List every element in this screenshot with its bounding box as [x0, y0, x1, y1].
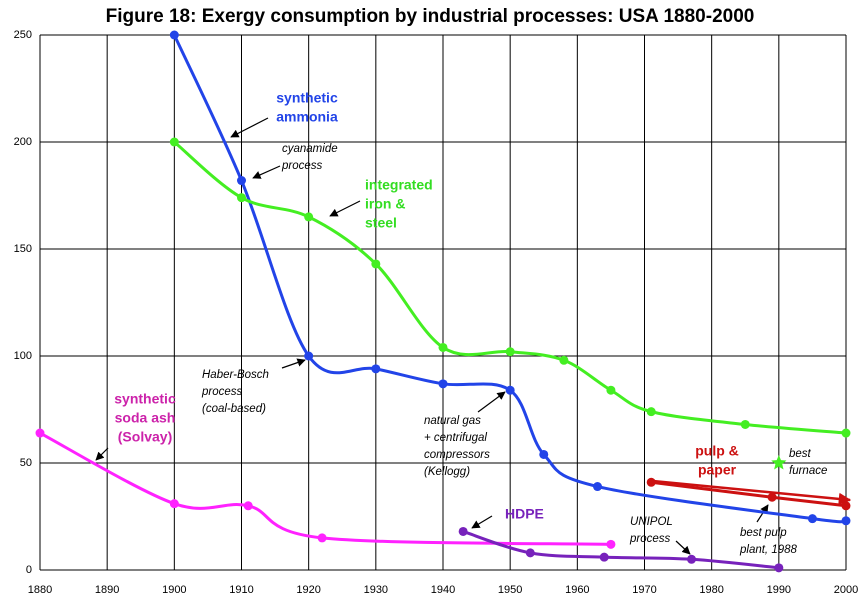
arrow — [230, 117, 269, 138]
annotation: best — [789, 448, 812, 460]
annotation-arrows — [95, 117, 852, 555]
annotation: natural gas — [424, 415, 481, 427]
annotation: HDPE — [505, 506, 544, 522]
annotation: soda ash — [115, 410, 176, 426]
x-tick-label: 1930 — [364, 584, 388, 596]
point — [458, 526, 468, 536]
point — [169, 137, 179, 147]
x-tick-label: 1900 — [162, 584, 186, 596]
x-tick-label: 1960 — [565, 584, 589, 596]
point — [304, 351, 314, 361]
arrow — [281, 358, 306, 369]
star-marker — [771, 455, 787, 470]
point — [35, 428, 45, 438]
chart-title: Figure 18: Exergy consumption by industr… — [106, 6, 755, 27]
point — [438, 379, 448, 389]
point — [841, 516, 851, 526]
series-line — [173, 140, 847, 435]
x-tick-label: 1940 — [431, 584, 455, 596]
point — [237, 176, 246, 186]
point — [237, 193, 246, 203]
point — [774, 563, 784, 573]
trend-arrow — [652, 479, 852, 506]
annotation: pulp & — [695, 443, 739, 459]
x-tick-label: 1880 — [28, 584, 52, 596]
arrow — [471, 515, 493, 529]
arrow — [95, 447, 109, 461]
arrow — [675, 540, 691, 555]
annotation: best pulp — [740, 527, 787, 539]
point — [767, 492, 777, 502]
point — [169, 499, 179, 509]
annotation: plant, 1988 — [739, 544, 798, 556]
annotation: synthetic — [276, 90, 338, 106]
x-tick-label: 1980 — [699, 584, 723, 596]
grid — [39, 34, 847, 571]
point — [646, 407, 656, 417]
point — [438, 342, 448, 352]
point — [505, 385, 515, 395]
annotation: process — [201, 386, 243, 398]
annotation: cyanamide — [282, 143, 338, 155]
point — [592, 482, 602, 492]
point — [599, 552, 609, 562]
point — [841, 501, 851, 511]
point — [740, 419, 750, 429]
annotation: paper — [698, 462, 737, 478]
annotation: process — [629, 533, 671, 545]
point — [559, 355, 569, 365]
x-tick-label: 1990 — [767, 584, 791, 596]
point — [169, 30, 179, 40]
x-tick-label: 1950 — [498, 584, 522, 596]
point — [371, 364, 381, 374]
point — [841, 428, 851, 438]
series-line — [651, 480, 847, 508]
y-tick-label: 100 — [14, 350, 32, 362]
point — [606, 539, 616, 549]
series-line — [172, 34, 847, 524]
annotation: process — [281, 160, 323, 172]
annotation: furnace — [789, 465, 827, 477]
point — [243, 501, 253, 511]
x-tick-label: 1920 — [296, 584, 320, 596]
series-line — [39, 431, 611, 546]
arrow — [252, 165, 281, 179]
point — [317, 533, 327, 543]
point — [304, 212, 314, 222]
point — [539, 449, 549, 459]
y-tick-label: 250 — [14, 29, 32, 41]
x-tick-label: 1890 — [95, 584, 119, 596]
y-tick-label: 200 — [14, 136, 32, 148]
annotation: integrated — [365, 177, 433, 193]
x-tick-label: 1970 — [632, 584, 656, 596]
annotation: + centrifugal — [424, 432, 487, 444]
point — [505, 347, 515, 357]
annotation: iron & — [365, 196, 405, 212]
annotation: (coal-based) — [202, 403, 266, 415]
y-tick-label: 50 — [20, 457, 32, 469]
y-tick-label: 0 — [26, 564, 32, 576]
annotation: Haber-Bosch — [202, 369, 269, 381]
point — [525, 548, 535, 558]
x-tick-label: 2000 — [834, 584, 858, 596]
point — [371, 259, 381, 269]
arrow — [477, 391, 506, 413]
y-tick-label: 150 — [14, 243, 32, 255]
x-tick-label: 1910 — [229, 584, 253, 596]
annotation: UNIPOL — [630, 516, 673, 528]
annotation: ammonia — [276, 109, 338, 125]
arrow — [329, 200, 361, 217]
annotation: (Kellogg) — [424, 466, 470, 478]
annotation: synthetic — [114, 391, 176, 407]
point — [646, 477, 656, 487]
annotation: (Solvay) — [118, 429, 172, 445]
point — [687, 554, 697, 564]
point — [606, 385, 616, 395]
point — [807, 514, 817, 524]
annotation: steel — [365, 215, 397, 231]
annotation: compressors — [424, 449, 490, 461]
